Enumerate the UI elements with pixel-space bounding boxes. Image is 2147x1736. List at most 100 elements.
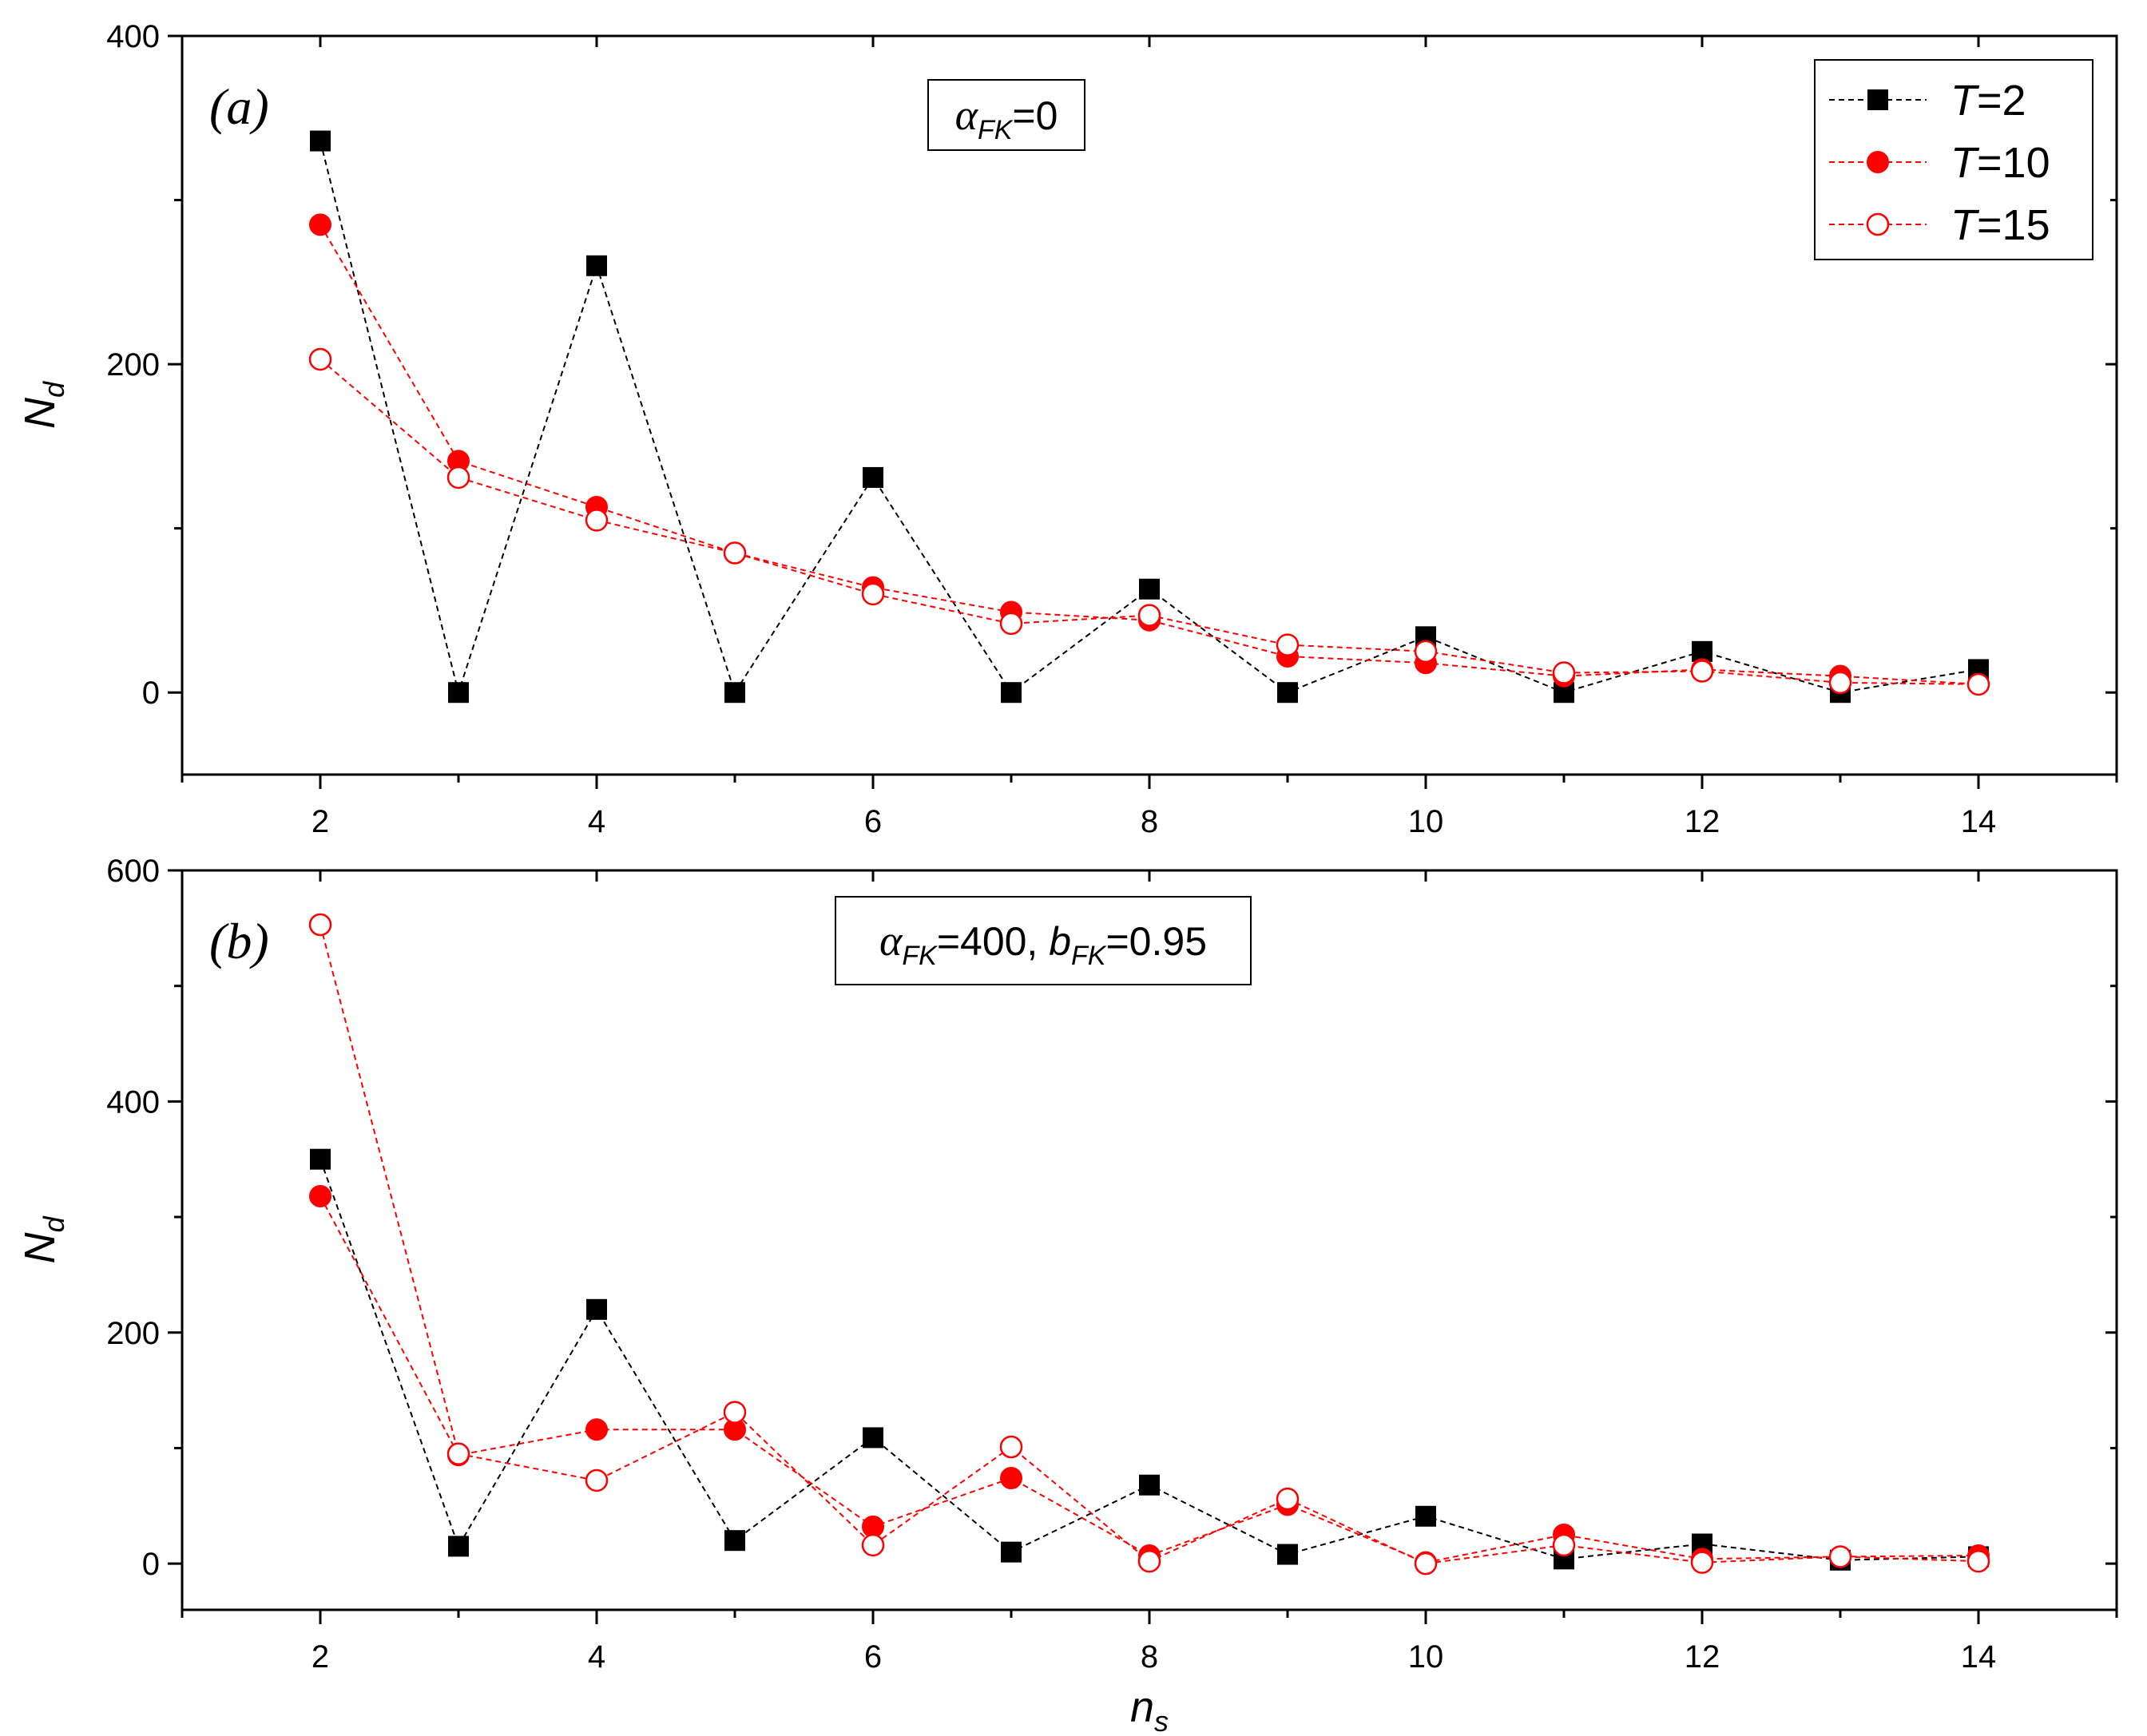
annotation-symbol: α	[955, 91, 979, 139]
y-axis-title-main: N	[16, 397, 64, 429]
x-axis-title-main: n	[1130, 1683, 1154, 1731]
y-axis-title-subscript: d	[38, 1216, 70, 1233]
data-point	[446, 466, 470, 489]
x-tick-label: 12	[1685, 1639, 1720, 1675]
panel-label: (b)	[209, 913, 269, 969]
data-point	[1414, 640, 1438, 664]
data-point	[310, 1148, 331, 1170]
x-tick-label: 6	[864, 1639, 882, 1675]
legend-label-var: T	[1951, 77, 1980, 125]
data-point	[1552, 1533, 1576, 1557]
data-point	[1139, 1474, 1160, 1496]
data-point	[585, 509, 609, 532]
data-point	[586, 1298, 607, 1320]
annotation-value: =0	[1012, 93, 1058, 138]
legend-box	[1814, 59, 2093, 260]
x-tick-label: 2	[312, 804, 329, 839]
data-point	[724, 1530, 745, 1552]
data-point	[308, 347, 332, 371]
legend: T=2T=10T=15	[1814, 59, 2093, 260]
annotation-symbol-1: α	[879, 917, 903, 965]
data-point	[585, 1468, 609, 1492]
data-point	[1690, 660, 1714, 683]
data-point	[1276, 1487, 1300, 1511]
data-point	[1001, 682, 1022, 704]
annotation-value-2: =0.95	[1105, 919, 1207, 964]
x-tick-label: 8	[1141, 804, 1158, 839]
x-tick-label: 10	[1408, 804, 1444, 839]
data-point	[585, 1418, 608, 1441]
data-point	[1276, 633, 1300, 656]
data-point	[1137, 604, 1161, 627]
data-point	[1828, 1545, 1852, 1568]
annotation-subscript-2: FK	[1071, 941, 1107, 971]
data-point	[1692, 640, 1712, 662]
data-point	[724, 682, 745, 704]
legend-label: T=15	[1951, 201, 2050, 249]
y-axis-title-main: N	[16, 1232, 64, 1264]
data-point	[1966, 672, 1990, 696]
data-point	[448, 682, 469, 704]
y-tick-label: 0	[142, 1547, 160, 1582]
legend-label-var: T	[1951, 201, 1980, 249]
legend-item: T=2	[1829, 77, 2026, 125]
y-axis-title: Nd	[16, 381, 70, 429]
data-point	[1966, 1549, 1990, 1573]
x-tick-label: 2	[312, 1639, 329, 1675]
data-point	[723, 541, 747, 565]
annotation-subscript-1: FK	[902, 941, 938, 971]
y-tick-label: 400	[106, 1084, 160, 1120]
series-t-15	[308, 913, 1990, 1575]
y-axis-title-subscript: d	[38, 381, 70, 398]
data-point	[861, 1533, 885, 1557]
legend-marker	[1866, 212, 1890, 236]
annotation-value-1: =400,	[937, 919, 1049, 964]
data-point	[1828, 671, 1852, 695]
x-tick-label: 6	[864, 804, 882, 839]
data-point	[1690, 1551, 1714, 1574]
data-point	[1000, 1467, 1022, 1490]
x-axis-title-subscript: s	[1154, 1705, 1169, 1736]
data-point	[308, 913, 332, 937]
legend-item: T=15	[1829, 201, 2050, 249]
y-tick-label: 400	[106, 19, 160, 54]
y-tick-label: 200	[106, 1316, 160, 1351]
data-point	[309, 1185, 331, 1208]
data-point	[1552, 661, 1576, 684]
x-tick-label: 4	[588, 804, 605, 839]
legend-label: T=2	[1951, 77, 2026, 125]
x-tick-label: 8	[1141, 1639, 1158, 1675]
x-tick-label: 4	[588, 1639, 605, 1675]
annotation-box	[835, 896, 1252, 985]
series-t-15	[308, 347, 1990, 696]
legend-marker	[1867, 151, 1889, 173]
data-point	[723, 1401, 747, 1424]
annotation-text: αFK=0	[955, 91, 1058, 145]
annotation-box	[927, 79, 1085, 151]
annotation-symbol-2: b	[1049, 919, 1071, 964]
x-axis-title: ns	[1130, 1683, 1169, 1736]
data-point	[999, 612, 1023, 636]
data-point	[861, 582, 885, 606]
data-point	[1415, 1505, 1436, 1527]
y-tick-label: 200	[106, 347, 160, 382]
y-tick-label: 0	[142, 676, 160, 711]
data-point	[1277, 1544, 1298, 1565]
data-point	[1277, 682, 1298, 704]
data-point	[863, 1427, 883, 1449]
data-point	[1414, 1552, 1438, 1575]
data-point	[309, 213, 331, 236]
annotation-subscript: FK	[978, 115, 1014, 145]
legend-label-var: T	[1951, 139, 1980, 187]
data-point	[310, 130, 331, 152]
x-tick-label: 14	[1961, 1639, 1997, 1675]
legend-item: T=10	[1829, 139, 2050, 187]
data-point	[1139, 578, 1160, 600]
data-point	[863, 466, 883, 488]
legend-label-value: =2	[1977, 77, 2026, 125]
x-tick-label: 12	[1685, 804, 1720, 839]
